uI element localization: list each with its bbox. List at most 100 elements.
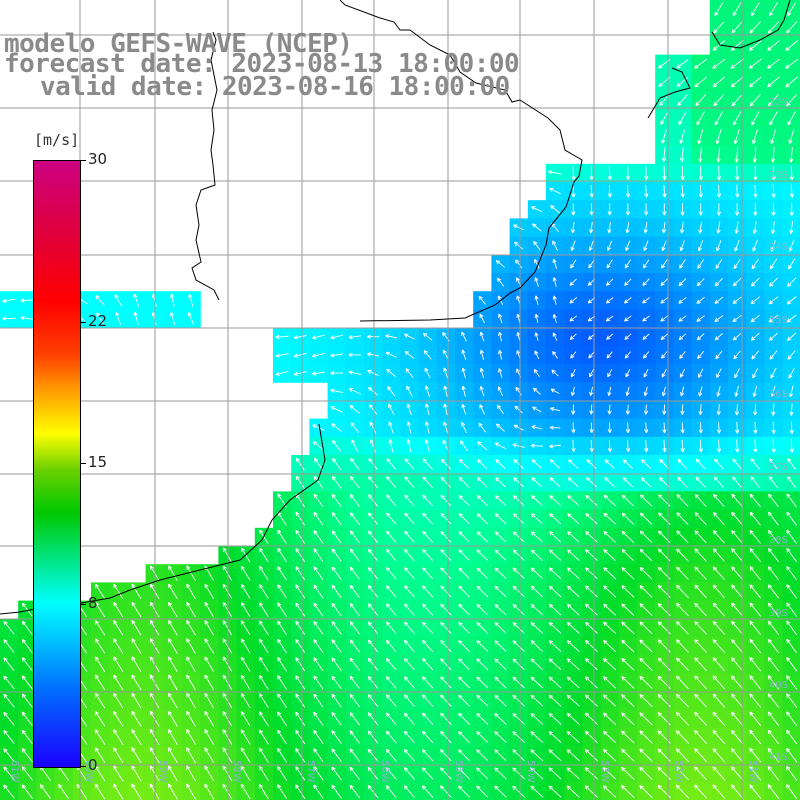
longitude-label: 52W: [673, 760, 684, 783]
wind-arrow: [731, 566, 743, 581]
wind-arrow: [769, 258, 778, 270]
wind-arrow: [39, 784, 51, 800]
wind-arrow: [186, 638, 196, 654]
wind-arrow: [386, 494, 397, 507]
wind-arrow: [131, 583, 142, 600]
wind-arrow: [131, 692, 142, 709]
wind-arrow: [696, 278, 705, 287]
wind-arrow: [512, 585, 525, 598]
wind-arrow: [330, 406, 343, 413]
wind-arrow: [786, 784, 798, 800]
wind-arrow: [643, 386, 648, 397]
wind-arrow: [440, 476, 452, 488]
wind-arrow: [767, 711, 780, 727]
wind-arrow: [387, 386, 396, 397]
wind-arrow: [512, 549, 525, 561]
wind-arrow: [771, 439, 776, 453]
wind-arrow: [716, 439, 722, 453]
wind-arrow: [675, 784, 690, 799]
wind-arrow: [749, 638, 762, 654]
wind-arrow: [406, 385, 413, 397]
wind-arrow: [495, 423, 505, 432]
wind-arrow: [21, 620, 33, 635]
wind-arrow: [675, 766, 690, 781]
wind-arrow: [422, 658, 434, 671]
wind-arrow: [584, 621, 598, 634]
wind-arrow: [367, 566, 379, 580]
wind-arrow: [367, 712, 379, 726]
wind-arrow: [295, 766, 306, 781]
wind-arrow: [21, 675, 33, 690]
wind-speed-cell: [382, 782, 401, 800]
wind-arrow: [21, 657, 33, 672]
wind-arrow: [621, 639, 635, 653]
wind-arrow: [424, 421, 430, 434]
longitude-label: 58W: [231, 760, 242, 783]
wind-arrow: [458, 567, 470, 580]
wind-arrow: [133, 293, 140, 307]
wind-arrow: [786, 296, 797, 305]
wind-arrow: [624, 315, 632, 322]
wind-arrow: [786, 566, 798, 581]
wind-arrow: [712, 657, 726, 672]
wind-arrow: [603, 639, 617, 653]
wind-arrow: [313, 657, 324, 672]
wind-arrow: [714, 296, 724, 304]
wind-arrow: [712, 620, 726, 635]
wind-arrow: [786, 314, 797, 323]
wind-arrow: [388, 421, 394, 434]
wind-arrow: [478, 295, 486, 305]
wind-arrow: [277, 747, 288, 763]
wind-arrow: [566, 658, 580, 671]
wind-arrow: [368, 404, 378, 415]
wind-arrow: [186, 620, 196, 636]
wind-arrow: [621, 585, 635, 598]
wind-arrow: [531, 459, 543, 469]
wind-arrow: [350, 457, 360, 471]
longitude-label: 51W: [747, 760, 758, 783]
wind-arrow: [498, 368, 503, 378]
wind-arrow: [385, 730, 397, 744]
wind-arrow: [639, 675, 653, 689]
wind-arrow: [733, 129, 740, 145]
wind-arrow: [513, 424, 524, 431]
wind-speed-cell: [782, 564, 800, 583]
wind-arrow: [548, 658, 562, 671]
wind-arrow: [113, 729, 124, 745]
wind-arrow: [422, 603, 434, 616]
wind-arrow: [476, 767, 489, 780]
wind-arrow: [588, 240, 594, 251]
wind-arrow: [167, 692, 178, 709]
wind-arrow: [749, 529, 761, 544]
wind-arrow: [639, 766, 653, 781]
wind-arrow: [786, 529, 797, 544]
wind-arrow: [240, 783, 251, 800]
wind-arrow: [624, 351, 631, 359]
wind-arrow: [240, 584, 251, 599]
wind-arrow: [275, 371, 289, 376]
wind-arrow: [694, 76, 707, 88]
wind-arrow: [621, 694, 635, 708]
wind-arrow: [131, 620, 142, 636]
wind-arrow: [169, 311, 176, 325]
wind-arrow: [422, 458, 433, 470]
wind-arrow: [716, 240, 722, 252]
wind-arrow: [713, 21, 725, 34]
wind-arrow: [712, 784, 726, 799]
wind-arrow: [694, 494, 707, 507]
wind-arrow: [789, 439, 795, 453]
wind-arrow: [514, 405, 523, 414]
wind-arrow: [548, 694, 562, 707]
wind-arrow: [695, 94, 707, 107]
wind-arrow: [642, 278, 650, 286]
colorbar-tick-label: 15: [88, 453, 108, 471]
wind-arrow: [698, 221, 703, 234]
wind-arrow: [367, 585, 379, 598]
wind-arrow: [404, 549, 415, 561]
wind-arrow: [675, 730, 690, 744]
wind-arrow: [767, 638, 780, 654]
wind-arrow: [406, 403, 412, 416]
wind-arrow: [625, 184, 631, 198]
wind-arrow: [331, 530, 342, 544]
